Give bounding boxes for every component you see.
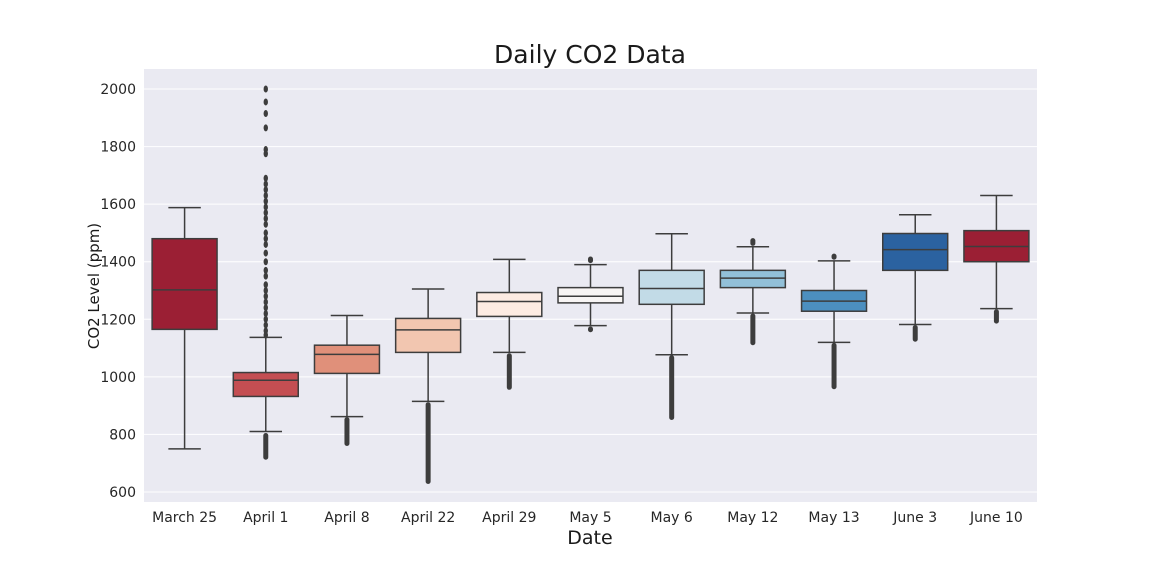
box-may-12 — [719, 238, 787, 346]
y-tick-label: 2000 — [100, 82, 136, 98]
box-april-8 — [313, 314, 381, 446]
outlier-point — [263, 304, 268, 312]
x-tick-label: April 1 — [243, 510, 288, 526]
box-may-13 — [800, 253, 868, 390]
box-body — [151, 237, 218, 331]
box-june-3 — [882, 214, 949, 342]
outlier-point — [263, 209, 268, 217]
y-tick-label: 1800 — [100, 140, 136, 156]
outlier-point — [263, 180, 268, 188]
box-body — [719, 269, 787, 289]
outlier-band — [588, 256, 593, 264]
outlier-point — [263, 331, 268, 339]
outlier-band — [912, 325, 918, 342]
outlier-point — [263, 258, 268, 266]
outlier-point — [263, 281, 268, 289]
outlier-point — [263, 215, 268, 223]
outlier-point — [263, 298, 268, 306]
box-body — [394, 317, 462, 354]
outlier-point — [263, 124, 268, 132]
x-tick-label: May 5 — [569, 510, 611, 526]
outlier-point — [263, 229, 268, 237]
outlier-point — [263, 249, 268, 257]
outlier-point — [263, 174, 268, 182]
box-may-6 — [638, 233, 705, 421]
outlier-band — [344, 417, 350, 446]
outlier-band — [831, 342, 837, 390]
outlier-band — [750, 238, 756, 246]
outlier-point — [263, 240, 268, 248]
x-tick-label: June 3 — [892, 510, 937, 526]
outlier-point — [263, 272, 268, 280]
box-may-5 — [557, 256, 624, 333]
outlier-band — [750, 313, 756, 346]
box-body — [638, 269, 705, 306]
y-tick-label: 600 — [109, 485, 136, 501]
outlier-point — [263, 85, 268, 93]
x-tick-label: May 13 — [808, 510, 859, 526]
outlier-point — [263, 235, 268, 243]
outlier-point — [263, 186, 268, 194]
outlier-band — [669, 355, 675, 421]
outlier-band — [993, 309, 999, 324]
y-tick-labels: 600 800 1000 1200 1400 1600 1800 2000 — [100, 82, 136, 501]
x-tick-label: April 22 — [401, 510, 455, 526]
y-axis-title: CO2 Level (ppm) — [85, 223, 103, 349]
outlier-point — [263, 192, 268, 200]
outlier-point — [263, 109, 268, 117]
outlier-point — [263, 287, 268, 294]
box-april-22 — [394, 288, 462, 484]
outlier-band — [506, 353, 512, 390]
box-body — [882, 232, 949, 272]
outlier-point — [263, 98, 268, 106]
chart-title: Daily CO2 Data — [494, 40, 686, 69]
box-april-29 — [476, 258, 543, 390]
y-tick-label: 1600 — [100, 197, 136, 213]
x-tick-labels: March 25 April 1 April 8 April 22 April 29 Ma… — [152, 510, 1023, 526]
outlier-point — [263, 310, 268, 318]
x-axis-title: Date — [567, 527, 612, 549]
outlier-point — [263, 315, 268, 323]
x-tick-label: May 6 — [651, 510, 693, 526]
x-tick-label: May 12 — [727, 510, 778, 526]
box-body — [476, 291, 543, 318]
x-tick-label: April 8 — [324, 510, 369, 526]
box-april-1 — [232, 85, 299, 460]
x-tick-label: March 25 — [152, 510, 217, 526]
outlier-point — [263, 266, 268, 274]
y-tick-label: 1400 — [100, 255, 136, 271]
outlier-band — [425, 402, 431, 484]
outlier-band — [588, 326, 593, 333]
x-tick-label: April 29 — [482, 510, 536, 526]
outlier-point — [263, 203, 268, 211]
box-body — [232, 371, 299, 398]
outlier-point — [263, 321, 268, 329]
x-tick-label: June 10 — [969, 510, 1023, 526]
box-june-10 — [963, 194, 1030, 324]
y-tick-label: 1200 — [100, 312, 136, 328]
outlier-point — [263, 220, 268, 228]
outlier-point — [263, 292, 268, 300]
outlier-point — [263, 197, 268, 205]
y-tick-label: 800 — [109, 427, 136, 443]
outlier-band — [263, 432, 269, 460]
outlier-point — [263, 150, 268, 158]
box-body — [557, 286, 624, 304]
box-body — [313, 344, 381, 375]
box-series — [151, 85, 1030, 484]
box-march-25 — [151, 206, 218, 450]
y-tick-label: 1000 — [100, 370, 136, 386]
outlier-band — [831, 253, 837, 260]
